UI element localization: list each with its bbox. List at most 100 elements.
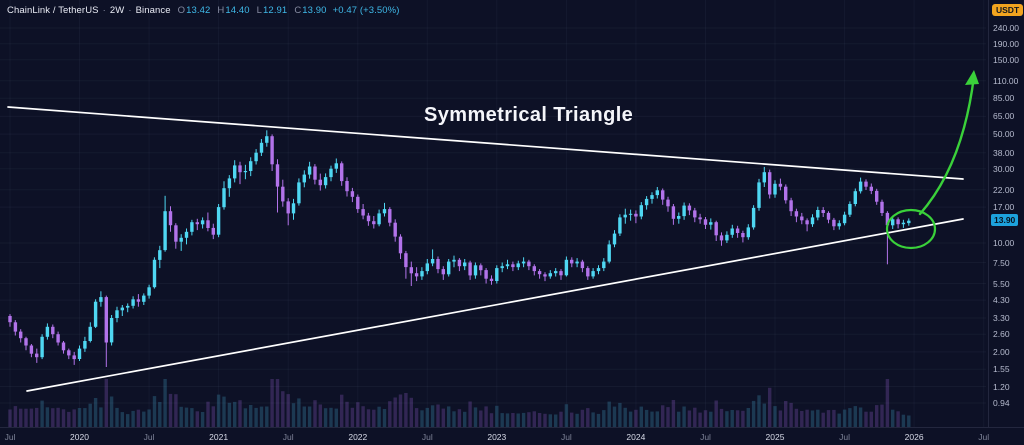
volume-bar: [286, 394, 290, 427]
volume-bar: [115, 407, 119, 427]
candle-body: [174, 225, 178, 242]
candle-body: [666, 199, 670, 207]
candle-body: [463, 262, 467, 267]
volume-bar: [671, 400, 676, 427]
candle-body: [254, 152, 258, 162]
candle-body: [709, 222, 713, 225]
time-axis-label: 2026: [904, 432, 924, 442]
volume-bar: [24, 408, 28, 427]
price-axis-label: 240.00: [993, 23, 1019, 33]
volume-bar: [848, 408, 852, 427]
volume-bar: [275, 379, 280, 427]
candle-body: [842, 214, 847, 224]
candle-body: [302, 174, 306, 183]
volume-bar: [356, 402, 360, 427]
volume-bar: [233, 401, 237, 427]
time-axis-label: Jul: [4, 432, 16, 442]
candle-body: [249, 161, 253, 171]
volume-bar: [548, 414, 552, 427]
volume-bar: [784, 401, 788, 427]
candle-body: [548, 273, 552, 277]
candle-body: [356, 196, 360, 210]
candle-body: [227, 178, 232, 189]
volume-bar: [800, 411, 804, 427]
volume-bar: [516, 413, 520, 427]
volume-bar: [291, 403, 296, 427]
volume-bar: [67, 411, 71, 427]
candle-body: [794, 211, 799, 217]
candle-body: [40, 336, 44, 358]
volume-bar: [869, 411, 873, 427]
volume-bar: [99, 407, 103, 427]
volume-bar: [238, 400, 242, 427]
volume-bar: [13, 406, 18, 427]
candle-body: [265, 136, 269, 143]
volume-bar: [56, 407, 60, 427]
breakout-arrow: [918, 74, 976, 216]
volume-bar: [307, 406, 312, 427]
candlestick-chart[interactable]: [0, 0, 988, 427]
volume-bar: [452, 411, 456, 427]
volume-bar: [468, 401, 472, 427]
candle-body: [131, 299, 135, 306]
candle-body: [211, 227, 215, 235]
volume-bar: [698, 412, 702, 427]
candle-body: [152, 259, 157, 288]
volume-bar: [880, 404, 884, 427]
lower-trendline: [26, 218, 964, 392]
candle-body: [554, 271, 558, 274]
candle-body: [430, 259, 435, 264]
candle-body: [77, 348, 82, 359]
volume-bar: [216, 394, 221, 427]
candle-body: [816, 210, 820, 218]
volume-bar: [511, 413, 515, 427]
candle-body: [436, 259, 440, 270]
upper-trendline: [7, 106, 964, 180]
candle-body: [409, 267, 413, 274]
high-value: 14.40: [225, 5, 250, 16]
candle-body: [366, 215, 371, 222]
price-axis-label: 30.00: [993, 163, 1015, 174]
price-axis[interactable]: USDT 13.90 240.00 190.00 150.00 110.00 85.00…: [988, 0, 1024, 427]
close-value: 13.90: [302, 5, 327, 16]
candle-body: [505, 264, 510, 267]
volume-bar: [441, 408, 445, 427]
candle-body: [570, 259, 574, 264]
candle-body: [168, 211, 173, 226]
volume-bar: [687, 410, 692, 427]
candle-body: [179, 237, 183, 242]
exchange-label[interactable]: Binance: [135, 5, 171, 16]
candle-body: [479, 265, 483, 271]
volume-bar: [570, 412, 574, 427]
candle-body: [216, 207, 221, 235]
interval-label[interactable]: 2W: [109, 5, 125, 16]
candle-body: [297, 182, 301, 204]
time-axis-label: 2023: [487, 432, 507, 442]
symbol-title[interactable]: ChainLink / TetherUS: [7, 5, 99, 16]
volume-bar: [853, 406, 857, 427]
currency-unit-badge[interactable]: USDT: [992, 4, 1024, 16]
volume-bar: [682, 406, 686, 427]
candle-body: [313, 166, 317, 180]
volume-bar: [816, 409, 820, 427]
volume-bar: [243, 408, 248, 427]
candle-body: [489, 278, 494, 281]
candle-body: [907, 220, 911, 224]
time-axis[interactable]: Jul 2020 Jul 2021 Jul 2022 Jul 2023 Jul 2024 Jul 20…: [0, 427, 1024, 445]
pattern-annotation: Symmetrical Triangle: [424, 104, 634, 126]
candle-body: [243, 171, 248, 173]
volume-bar: [425, 407, 429, 427]
candle-body: [671, 206, 676, 219]
candle-body: [511, 264, 515, 268]
candle-body: [773, 183, 777, 195]
volume-bar: [746, 408, 750, 427]
volume-bar: [83, 408, 87, 427]
volume-bar: [270, 379, 274, 427]
candle-body: [93, 301, 98, 327]
symbol-legend: ChainLink / TetherUS · 2W · Binance O13.42 H14…: [7, 5, 399, 16]
candle-body: [500, 266, 504, 269]
volume-bar: [757, 395, 761, 427]
volume-bar: [580, 409, 585, 427]
price-axis-label: 150.00: [993, 54, 1019, 65]
volume-bar: [762, 403, 766, 427]
